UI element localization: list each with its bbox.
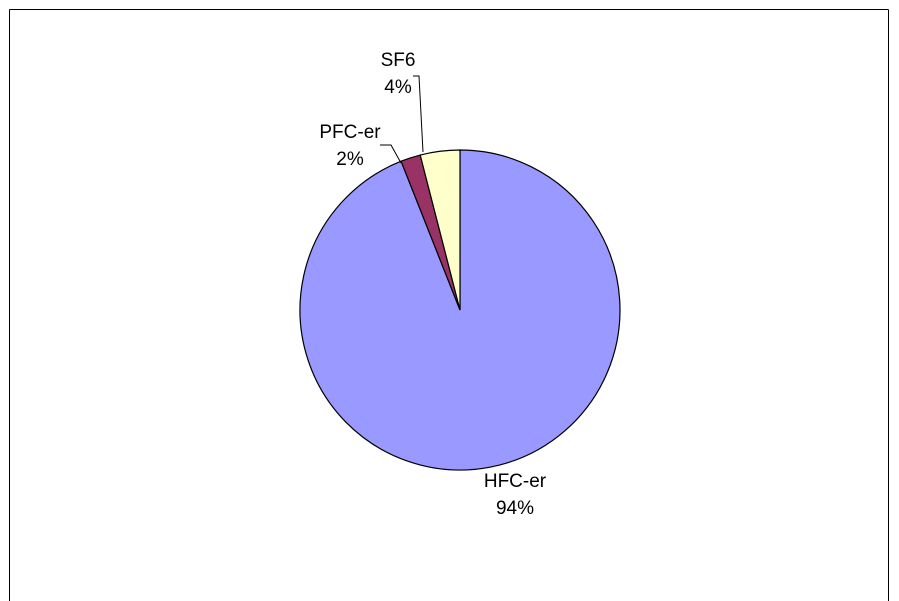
pie-slice — [419, 149, 461, 311]
slice-label: SF6 — [381, 50, 416, 71]
leader-line — [413, 75, 424, 153]
slice-label: HFC-er — [484, 471, 547, 492]
slice-label: PFC-er — [319, 122, 381, 143]
value-label: 94% — [496, 498, 534, 519]
value-label: 4% — [384, 77, 412, 98]
leader-line — [380, 144, 402, 164]
value-label: 2% — [336, 149, 364, 170]
